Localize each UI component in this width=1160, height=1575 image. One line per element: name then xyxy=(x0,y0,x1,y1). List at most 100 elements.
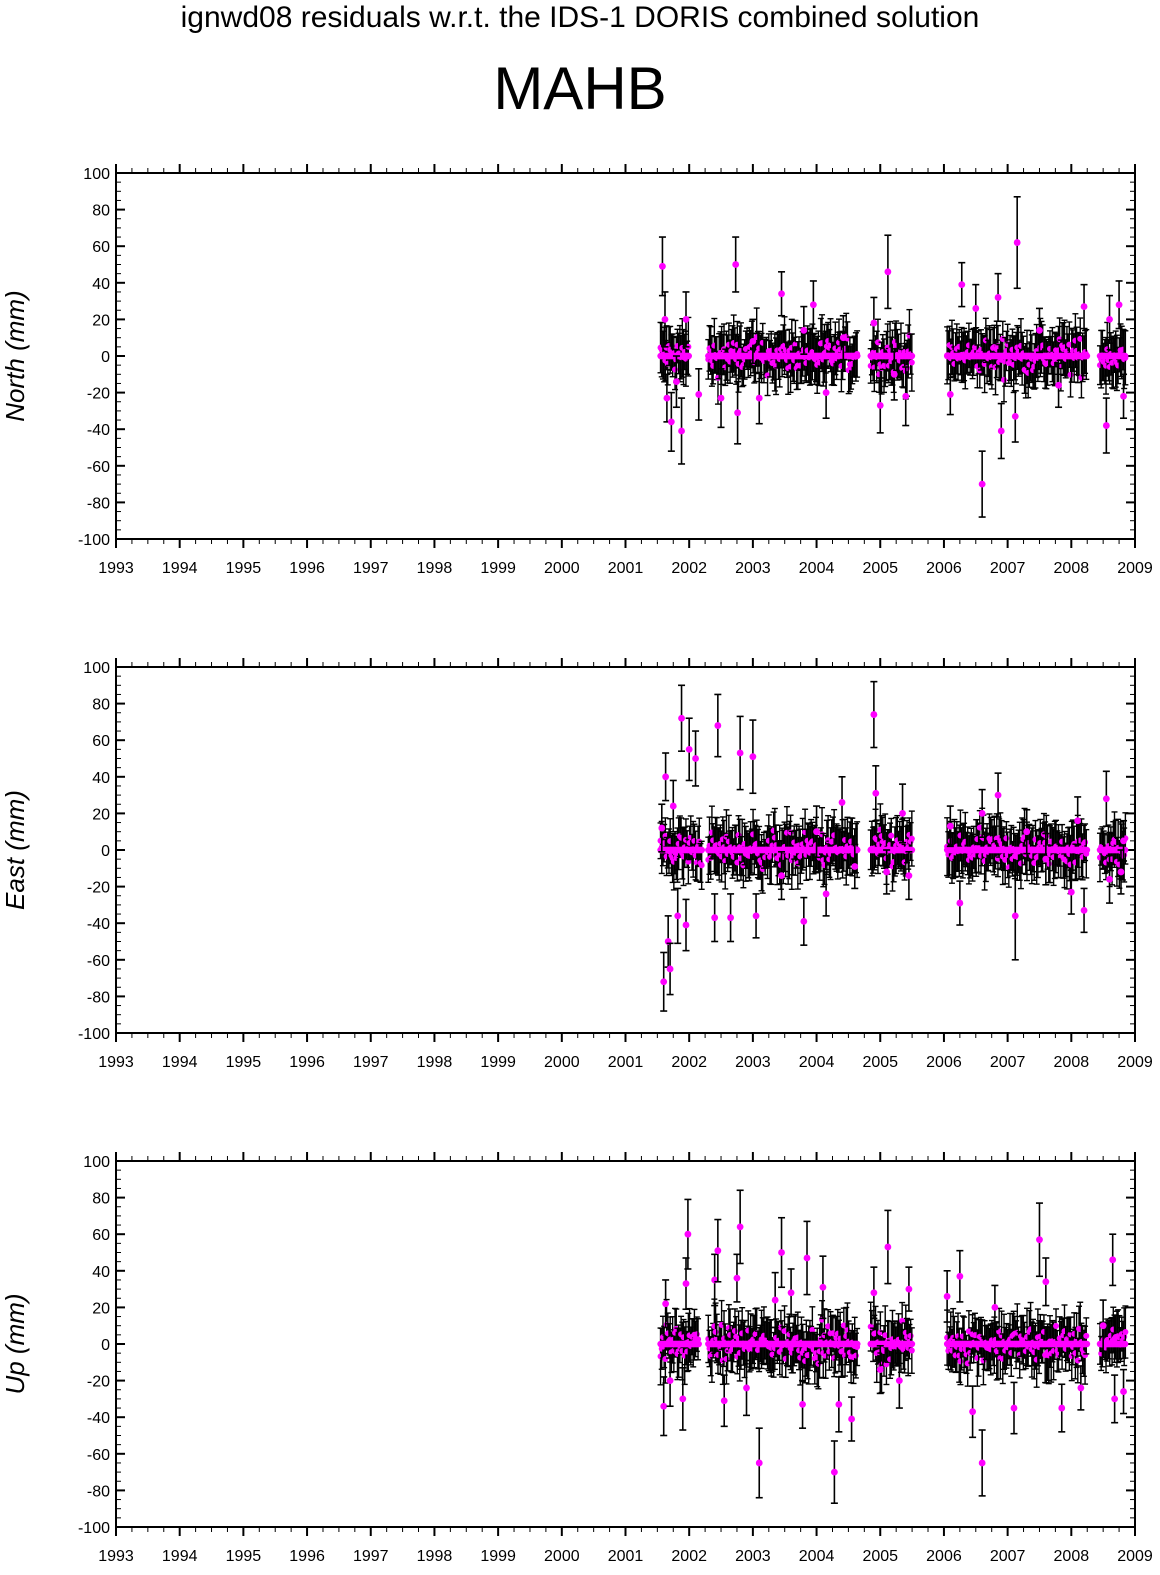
x-tick-label: 2001 xyxy=(608,560,644,577)
data-point xyxy=(752,912,760,920)
data-point xyxy=(698,862,705,869)
x-tick-label: 1994 xyxy=(162,1054,198,1071)
y-tick-label: 100 xyxy=(83,660,110,677)
y-tick-label: -80 xyxy=(87,495,110,512)
zero-point xyxy=(1083,846,1091,854)
x-tick-label: 1995 xyxy=(226,1054,262,1071)
data-point xyxy=(755,394,763,402)
y-tick-label: -20 xyxy=(87,1374,110,1391)
data-point xyxy=(1102,422,1110,429)
y-axis-label: East (mm) xyxy=(0,790,30,910)
data-point xyxy=(1106,316,1113,323)
data-point xyxy=(809,301,817,309)
data-point xyxy=(731,1328,738,1335)
y-tick-label: -60 xyxy=(87,953,110,970)
data-point xyxy=(902,392,910,400)
x-tick-label: 2000 xyxy=(544,1054,580,1071)
x-tick-label: 2006 xyxy=(926,560,962,577)
x-tick-label: 2008 xyxy=(1054,1054,1090,1071)
data-point xyxy=(851,863,859,870)
y-tick-label: 60 xyxy=(92,1227,110,1244)
x-tick-label: 2009 xyxy=(1117,560,1153,577)
y-axis-label: North (mm) xyxy=(0,290,30,421)
data-point xyxy=(819,831,826,838)
x-tick-label: 1996 xyxy=(289,560,325,577)
x-tick-label: 2005 xyxy=(862,1548,898,1565)
x-tick-label: 1996 xyxy=(289,1548,325,1565)
zero-point xyxy=(685,352,693,360)
data-point xyxy=(884,268,892,276)
x-tick-label: 1999 xyxy=(480,1548,516,1565)
data-point xyxy=(1115,301,1123,309)
data-point xyxy=(692,755,699,762)
zero-point xyxy=(854,352,861,360)
data-point xyxy=(876,402,884,409)
x-tick-label: 2006 xyxy=(926,1548,962,1565)
x-tick-label: 2001 xyxy=(608,1548,644,1565)
x-tick-label: 1994 xyxy=(162,560,198,577)
data-point xyxy=(792,341,799,348)
data-point xyxy=(870,711,878,718)
x-tick-label: 2003 xyxy=(735,1548,771,1565)
x-tick-label: 1997 xyxy=(353,560,389,577)
data-point xyxy=(946,391,954,398)
data-point xyxy=(736,749,744,757)
data-point xyxy=(658,824,666,832)
zero-point xyxy=(1083,352,1091,360)
data-point xyxy=(1066,341,1073,348)
data-point xyxy=(994,791,1002,799)
data-point xyxy=(997,427,1005,435)
y-tick-label: -80 xyxy=(87,1483,110,1500)
data-point xyxy=(749,337,757,345)
data-point xyxy=(976,824,983,831)
x-tick-label: 2007 xyxy=(990,560,1026,577)
data-point xyxy=(972,305,980,312)
x-tick-label: 2008 xyxy=(1054,560,1090,577)
panel-east: 1993 1994 1995 1996 1997 1998 1999 2000 2001 2002… xyxy=(0,658,1153,1071)
zero-point xyxy=(698,846,705,854)
data-point xyxy=(905,872,913,880)
data-point xyxy=(1120,837,1127,845)
data-point xyxy=(870,319,878,327)
data-point xyxy=(673,378,680,386)
data-point xyxy=(839,334,847,342)
data-point xyxy=(660,978,668,986)
data-point xyxy=(874,339,881,346)
x-tick-label: 2000 xyxy=(544,560,580,577)
panel-up: 1993 1994 1995 1996 1997 1998 1999 2000 2001 2002… xyxy=(0,1152,1153,1565)
x-tick-label: 1993 xyxy=(98,1548,134,1565)
data-point xyxy=(958,281,966,289)
data-point xyxy=(1055,381,1062,389)
data-point xyxy=(768,852,775,859)
data-point xyxy=(685,745,693,753)
data-point xyxy=(1080,906,1088,914)
data-point xyxy=(714,374,721,381)
data-point xyxy=(663,394,671,402)
x-tick-label: 2006 xyxy=(926,1054,962,1071)
data-point xyxy=(1011,912,1019,920)
data-point xyxy=(662,1356,669,1363)
y-axis-label: Up (mm) xyxy=(0,1293,30,1394)
data-point xyxy=(822,389,830,396)
data-point xyxy=(1003,835,1010,842)
data-point xyxy=(956,899,964,907)
data-point xyxy=(1000,376,1007,383)
y-tick-label: -100 xyxy=(78,532,110,549)
zero-point xyxy=(1121,352,1129,360)
x-tick-label: 1993 xyxy=(98,560,134,577)
y-tick-label: 80 xyxy=(92,697,110,714)
data-point xyxy=(978,480,986,488)
data-point xyxy=(1080,303,1088,310)
y-tick-label: -40 xyxy=(87,916,110,933)
x-tick-label: 2002 xyxy=(671,1054,707,1071)
data-point xyxy=(717,394,725,402)
data-point xyxy=(682,921,690,929)
y-tick-label: 0 xyxy=(101,843,110,860)
data-point xyxy=(1036,326,1043,334)
data-point xyxy=(1106,875,1113,883)
x-tick-label: 1995 xyxy=(226,1548,262,1565)
x-tick-label: 2007 xyxy=(990,1054,1026,1071)
data-point xyxy=(994,294,1002,301)
data-point xyxy=(778,290,785,298)
x-tick-label: 2003 xyxy=(735,560,771,577)
